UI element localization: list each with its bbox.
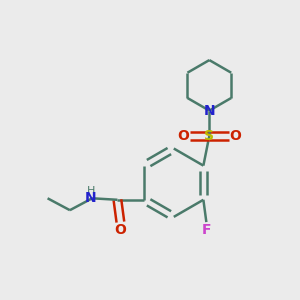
Text: S: S <box>204 129 214 143</box>
Text: F: F <box>202 223 211 236</box>
Text: N: N <box>85 191 97 205</box>
Text: O: O <box>178 129 189 143</box>
Text: N: N <box>203 103 215 118</box>
Text: O: O <box>229 129 241 143</box>
Text: O: O <box>115 224 126 237</box>
Text: H: H <box>86 186 95 196</box>
